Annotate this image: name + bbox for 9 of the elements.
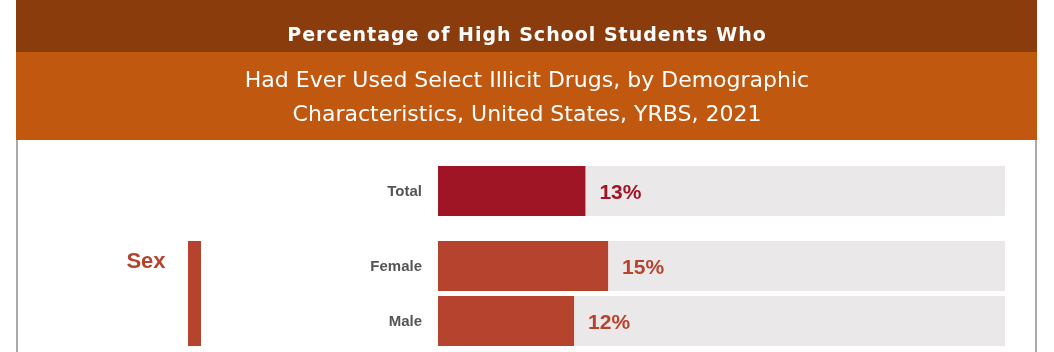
y-tick-label: Female: [370, 257, 422, 274]
data-label: 13%: [599, 180, 642, 203]
chart-subtitle: Had Ever Used Select Illicit Drugs, by Demographic Characteristics, United States, YRBS, 2021: [244, 67, 810, 126]
text: Sex: [126, 248, 167, 273]
chart-title: Percentage of High School Students Who: [287, 23, 767, 45]
y-tick-label: Total: [387, 182, 422, 199]
data-label: 15%: [622, 255, 665, 278]
data-label: 12%: [588, 310, 631, 333]
y-tick-label: Male: [388, 312, 422, 329]
